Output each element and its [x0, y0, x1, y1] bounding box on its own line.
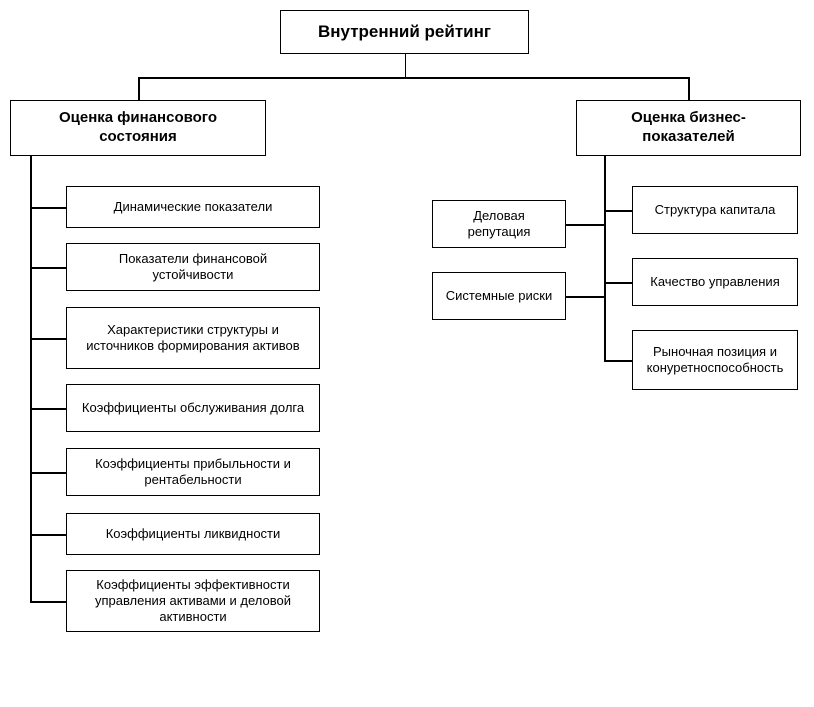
- edge: [604, 210, 632, 212]
- node-root: Внутренний рейтинг: [280, 10, 529, 54]
- edge: [566, 224, 604, 226]
- edge: [30, 338, 66, 340]
- node-r3: Рыночная позиция и конуретноспособность: [632, 330, 798, 390]
- node-left: Оценка финансового состояния: [10, 100, 266, 156]
- node-l4: Коэффициенты обслуживания долга: [66, 384, 320, 432]
- node-l7: Коэффициенты эффективности управления ак…: [66, 570, 320, 632]
- node-rl2: Системные риски: [432, 272, 566, 320]
- edge: [30, 601, 66, 603]
- edge: [30, 408, 66, 410]
- node-l2: Показатели финансовой устойчивости: [66, 243, 320, 291]
- node-r1: Структура капитала: [632, 186, 798, 234]
- node-right: Оценка бизнес-показателей: [576, 100, 801, 156]
- edge: [30, 472, 66, 474]
- node-l5: Коэффициенты прибыльности и рентабельнос…: [66, 448, 320, 496]
- edge: [566, 296, 604, 298]
- edge: [405, 54, 407, 77]
- edge: [30, 207, 66, 209]
- edge: [138, 77, 140, 100]
- edge: [604, 282, 632, 284]
- org-chart: Внутренний рейтинг Оценка финансового со…: [0, 0, 814, 707]
- node-r2: Качество управления: [632, 258, 798, 306]
- edge: [30, 267, 66, 269]
- edge: [30, 534, 66, 536]
- node-rl1: Деловая репутация: [432, 200, 566, 248]
- edge: [604, 156, 606, 360]
- edge: [688, 77, 690, 100]
- node-l1: Динамические показатели: [66, 186, 320, 228]
- edge: [138, 77, 689, 79]
- node-l6: Коэффициенты ликвидности: [66, 513, 320, 555]
- node-l3: Характеристики структуры и источников фо…: [66, 307, 320, 369]
- edge: [604, 360, 632, 362]
